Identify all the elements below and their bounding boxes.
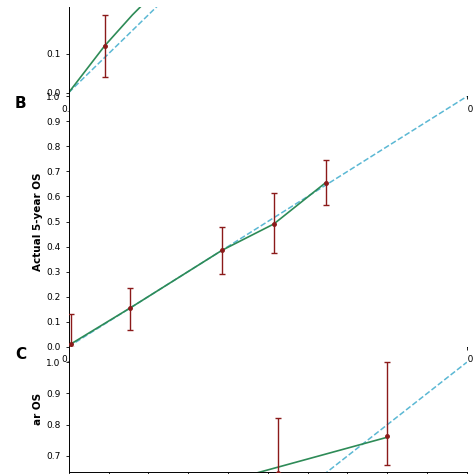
X-axis label: Nomogram-Predicted  probability of 5-Year OS
in primary cohort: Nomogram-Predicted probability of 5-Year…	[132, 368, 404, 390]
Y-axis label: Actual 5-year OS: Actual 5-year OS	[33, 172, 43, 271]
Text: B: B	[15, 96, 27, 111]
Y-axis label: ar OS: ar OS	[33, 393, 43, 425]
Text: C: C	[15, 346, 26, 362]
X-axis label: Nomogram-Predicted  probability of 3-Year OS
in primary cohort: Nomogram-Predicted probability of 3-Year…	[132, 118, 404, 139]
